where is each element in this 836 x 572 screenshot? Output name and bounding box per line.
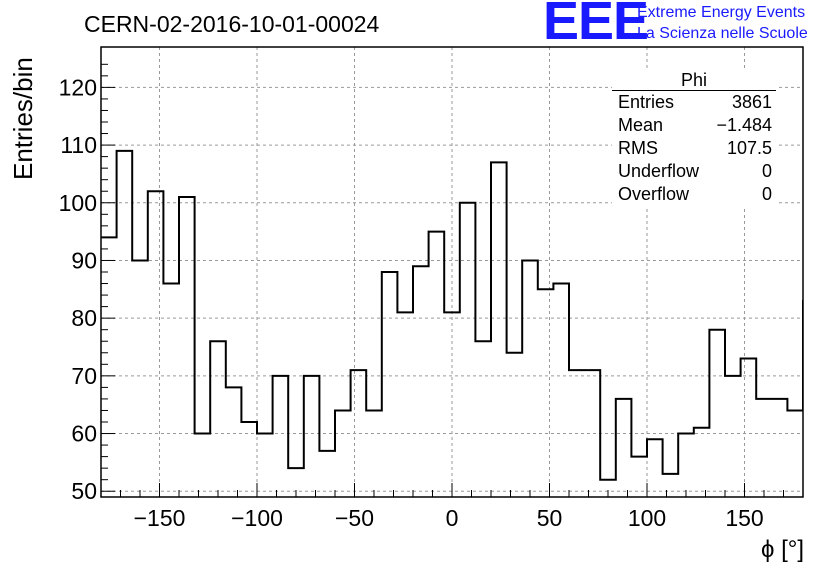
- y-tick-label: 70: [71, 363, 97, 389]
- stats-row-overflow: Overflow 0: [612, 183, 776, 206]
- x-tick-label: −50: [335, 505, 374, 531]
- stats-row-underflow: Underflow 0: [612, 160, 776, 183]
- histogram-bin: [616, 399, 632, 497]
- x-tick-label: 150: [725, 505, 763, 531]
- histogram-bin: [429, 232, 445, 497]
- histogram-bin: [631, 457, 647, 497]
- histogram-bin: [117, 151, 133, 497]
- histogram-line: [101, 149, 803, 481]
- histogram-bin: [694, 428, 710, 497]
- y-axis-label: Entries/bin: [8, 57, 38, 180]
- histogram-bin: [491, 162, 507, 497]
- stats-box: Phi Entries 3861 Mean −1.484 RMS 107.5 U…: [612, 70, 776, 206]
- y-tick-label: 110: [60, 132, 97, 158]
- eee-logo: EEE: [543, 0, 649, 51]
- x-tick-label: −100: [231, 505, 283, 531]
- histogram-bin: [475, 341, 491, 497]
- histogram-bin: [101, 237, 117, 497]
- histogram-bin: [397, 312, 413, 497]
- stats-value: −1.484: [716, 115, 772, 135]
- histogram-bin: [195, 434, 211, 497]
- histogram-bin: [756, 399, 772, 497]
- x-axis-label: ϕ [°]: [760, 536, 804, 563]
- histogram-bin: [382, 272, 398, 497]
- x-tick-label: −150: [134, 505, 186, 531]
- y-tick-label: 60: [71, 421, 97, 447]
- histogram-bin: [179, 197, 195, 497]
- histogram-bin: [741, 359, 757, 497]
- histogram-bin: [210, 341, 226, 497]
- stats-value: 0: [761, 184, 772, 204]
- histogram-bin: [460, 203, 476, 497]
- stats-label: Overflow: [618, 184, 690, 204]
- histogram-bin: [257, 434, 273, 497]
- stats-value: 0: [761, 161, 772, 181]
- histogram-bin: [366, 410, 382, 497]
- logo-line-1: Extreme Energy Events: [637, 4, 806, 21]
- histogram-bin: [351, 370, 367, 497]
- histogram-bin: [163, 284, 179, 497]
- x-tick-label: 50: [537, 505, 563, 531]
- run-title: CERN-02-2016-10-01-00024: [84, 11, 380, 37]
- histogram-bin: [803, 301, 819, 497]
- histogram-bin: [772, 399, 788, 497]
- stats-label: Entries: [618, 92, 675, 112]
- logo-line-2: La Scienza nelle Scuole: [637, 25, 808, 42]
- histogram-bin: [819, 284, 835, 497]
- stats-value: 107.5: [726, 138, 772, 158]
- x-tick-label: 0: [446, 505, 459, 531]
- histogram-bin: [709, 330, 725, 497]
- histogram-bin: [226, 387, 242, 497]
- histogram-bin: [569, 370, 585, 497]
- histogram-bin: [319, 451, 335, 497]
- y-tick-label: 80: [71, 305, 97, 331]
- histogram-bin: [678, 434, 694, 497]
- stats-row-entries: Entries 3861: [612, 91, 776, 114]
- histogram-bin: [538, 289, 554, 497]
- y-tick-label: 50: [71, 478, 97, 504]
- histogram-bin: [335, 410, 351, 497]
- stats-row-mean: Mean −1.484: [612, 114, 776, 137]
- histogram-bin: [522, 260, 538, 497]
- histogram-bin: [647, 439, 663, 497]
- histogram-bin: [585, 370, 601, 497]
- histogram-bin: [725, 376, 741, 497]
- y-tick-label: 120: [59, 74, 97, 100]
- y-tick-label: 100: [59, 190, 97, 216]
- stats-label: RMS: [618, 138, 658, 158]
- x-tick-label: 100: [628, 505, 666, 531]
- histogram-bin: [444, 312, 460, 497]
- histogram-bin: [148, 191, 164, 497]
- stats-label: Underflow: [618, 161, 700, 181]
- y-tick-label: 90: [71, 247, 97, 273]
- histogram-bin: [304, 376, 320, 497]
- histogram-bin: [241, 422, 257, 497]
- histogram-bin: [553, 284, 569, 497]
- histogram-bin: [507, 353, 523, 497]
- stats-title: Phi: [612, 70, 776, 91]
- histogram-bin: [663, 474, 679, 497]
- stats-value: 3861: [731, 92, 772, 112]
- stats-label: Mean: [618, 115, 664, 135]
- stats-row-rms: RMS 107.5: [612, 137, 776, 160]
- histogram-bin: [132, 260, 148, 497]
- histogram-bin: [787, 410, 803, 497]
- histogram-bin: [273, 376, 289, 497]
- histogram-bin: [413, 266, 429, 497]
